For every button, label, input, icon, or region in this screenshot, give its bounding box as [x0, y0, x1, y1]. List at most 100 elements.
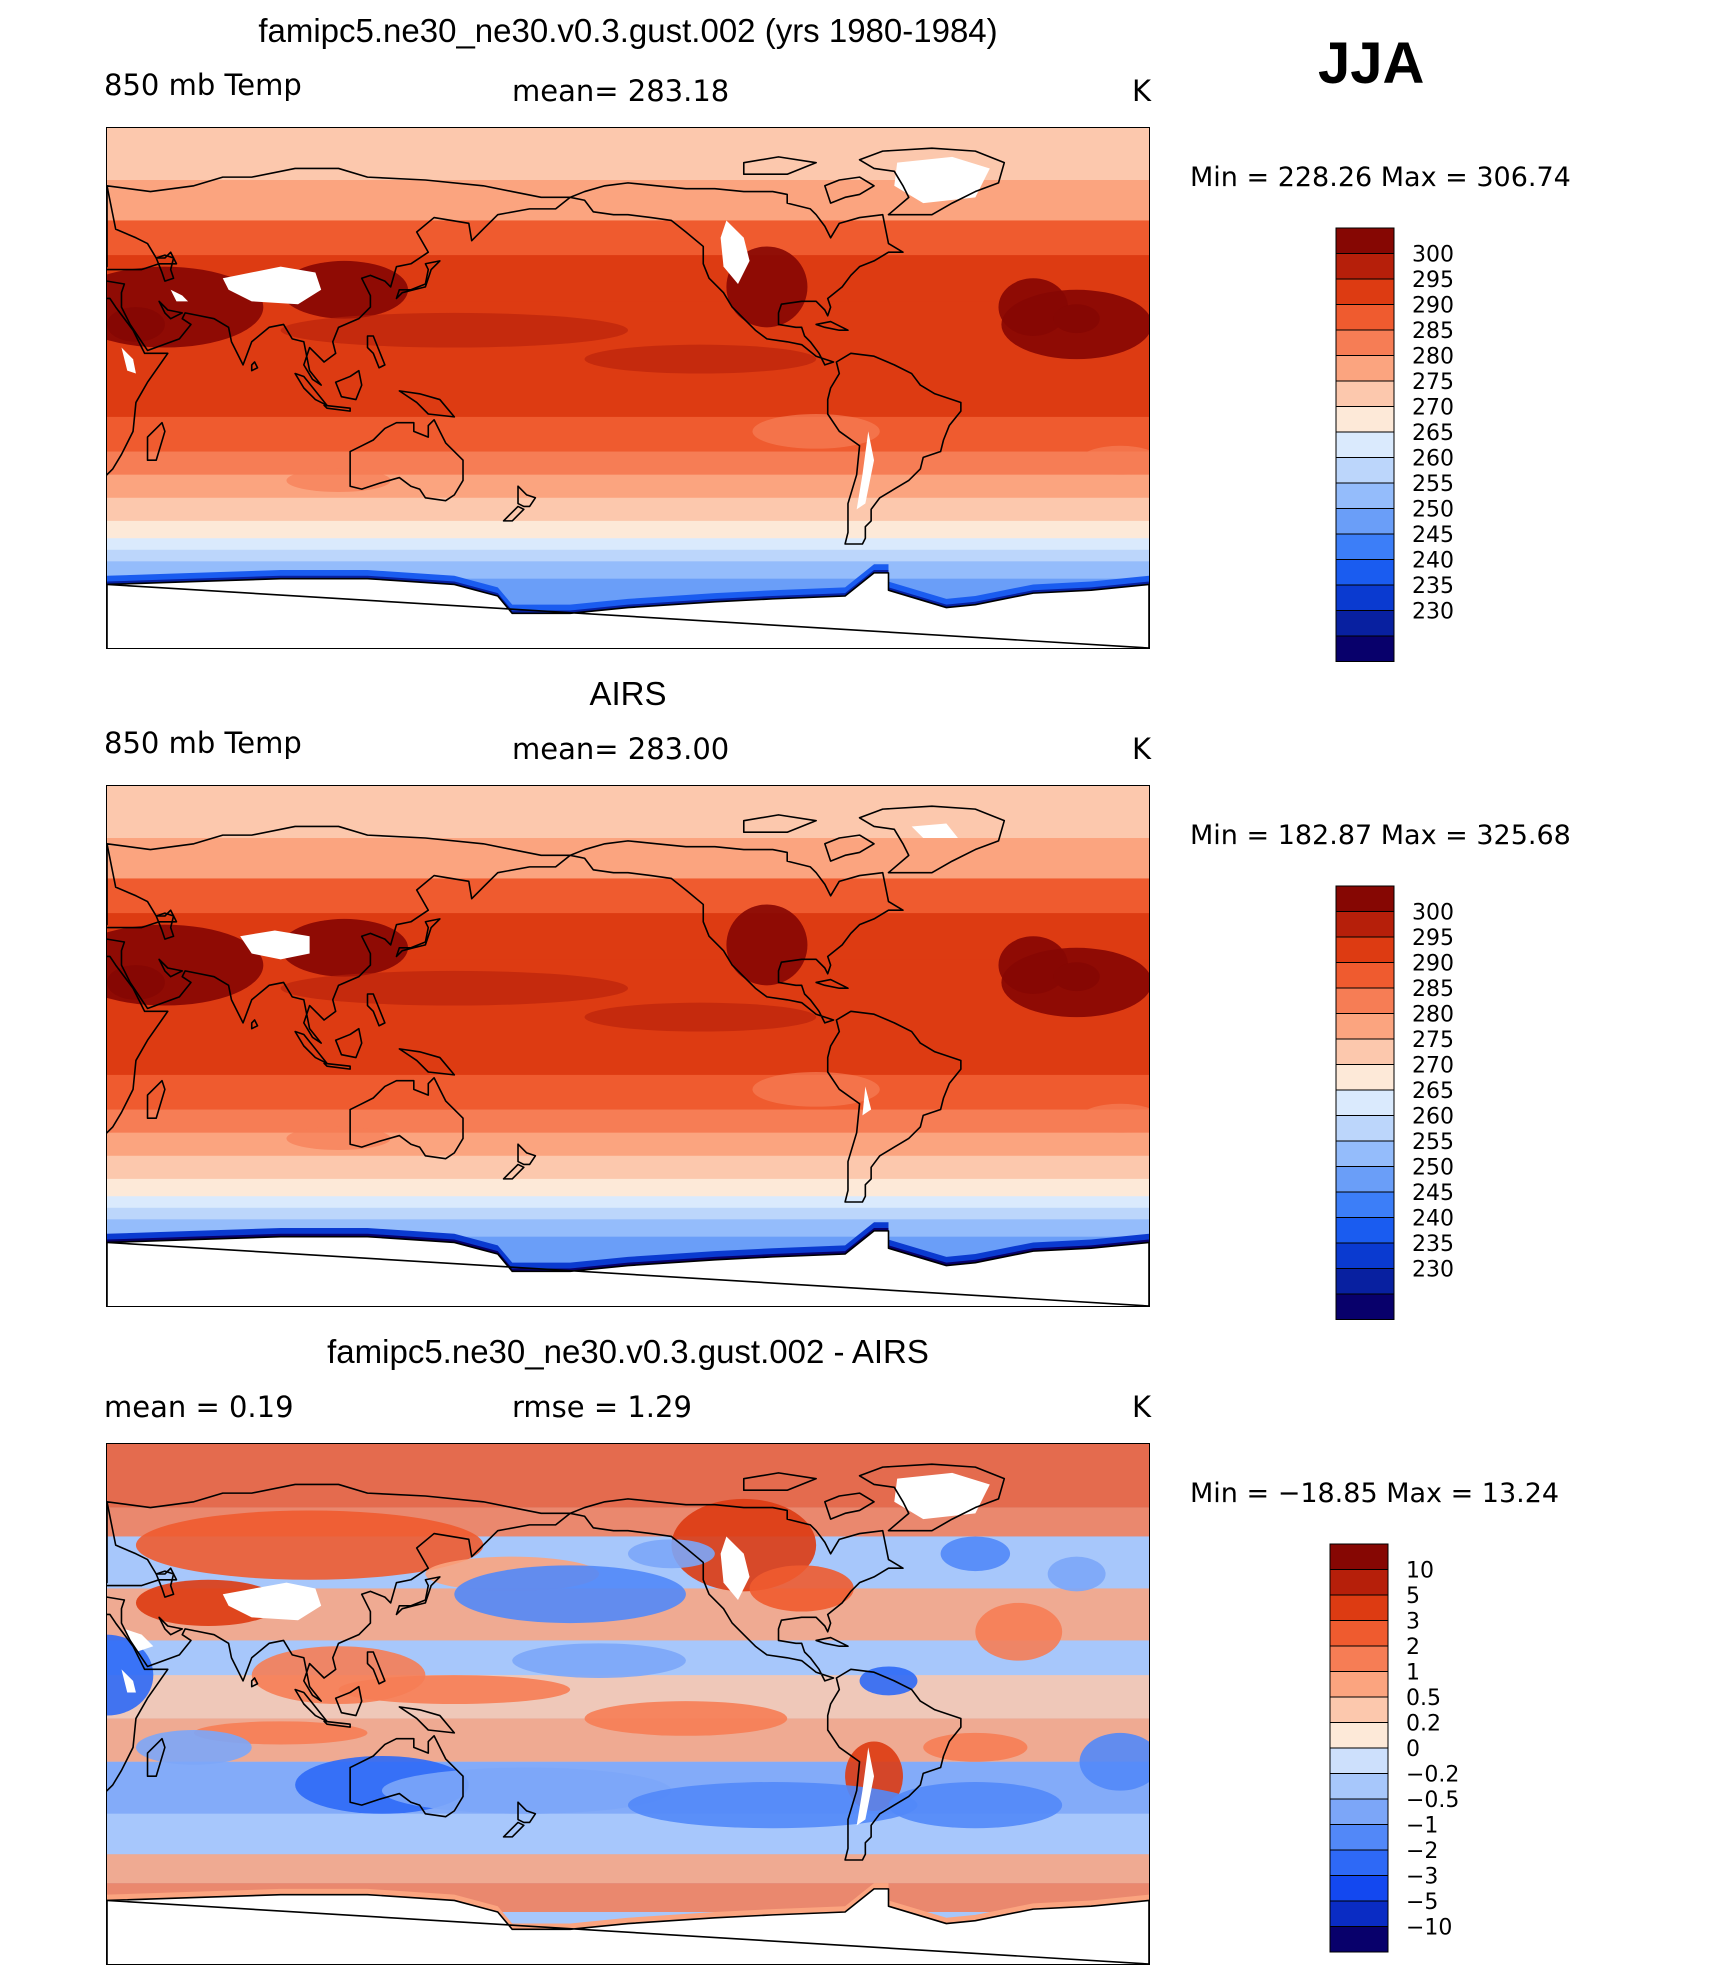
cool-region [752, 1072, 880, 1107]
coastline-newzealand [517, 1143, 537, 1166]
colorbar-box [1335, 1089, 1395, 1116]
coastline-srilanka [250, 1019, 259, 1030]
coastline-baffin [824, 176, 875, 204]
colorbar-tick-label: −10 [1406, 1916, 1452, 1941]
colorbar-tick-label: 230 [1412, 1258, 1454, 1283]
panel-2-coastlines [107, 805, 1149, 1306]
coastline-arabia-gulf [158, 958, 184, 978]
coastline-newzealand-s [502, 505, 525, 522]
cool-region [752, 414, 880, 449]
coastline-borneo [334, 369, 363, 401]
colorbar-box [1329, 1671, 1389, 1698]
coastline-cuba [815, 978, 849, 990]
colorbar-box [1335, 406, 1395, 433]
colorbar-tick-label: 240 [1412, 549, 1454, 574]
antarctica-masked [107, 1888, 1149, 1964]
coastline-newguinea [398, 1048, 456, 1076]
missing-data-mask [856, 431, 875, 510]
negative-anomaly [628, 1782, 918, 1829]
panel-3-map-svg [107, 1444, 1149, 1964]
positive-anomaly [923, 1732, 1028, 1762]
panel-2-map-svg [107, 786, 1149, 1306]
colorbar-box [1329, 1824, 1389, 1851]
coastline-southamerica [826, 1668, 962, 1861]
coastline-southamerica [826, 352, 962, 545]
colorbar-tick-label: 3 [1406, 1610, 1420, 1635]
coastline-caspian [155, 912, 175, 940]
temperature-band [107, 786, 1149, 839]
panel-3-min-max: Min = −18.85 Max = 13.24 [1190, 1478, 1560, 1509]
coastline-srilanka [250, 1677, 259, 1688]
panel-2-units-label: K [1132, 732, 1152, 766]
coastline-greenland [858, 147, 1006, 216]
coastline-southamerica [826, 1010, 962, 1203]
colorbar-tick-label: −5 [1406, 1890, 1438, 1915]
coastline-japan [395, 918, 441, 958]
colorbar-tick-label: 245 [1412, 1181, 1454, 1206]
colorbar-box [1335, 482, 1395, 509]
colorbar-box [1329, 1645, 1389, 1672]
colorbar-tick-label: 255 [1412, 1130, 1454, 1155]
missing-data-mask [856, 1747, 875, 1826]
coastline-madagascar [146, 421, 166, 462]
colorbar-box [1329, 1696, 1389, 1723]
missing-data-mask [911, 823, 958, 838]
colorbar-box [1335, 1064, 1395, 1091]
negative-anomaly [454, 1565, 686, 1624]
colorbar-tick-label: 285 [1412, 977, 1454, 1002]
coastline-asia [107, 167, 571, 386]
colorbar-tick-label: 230 [1412, 600, 1454, 625]
coastline-antarctica [107, 1888, 1149, 1964]
missing-data-mask [170, 289, 189, 302]
panel-1-map [106, 127, 1150, 649]
temperature-band [107, 451, 1149, 476]
coastline-caspian [155, 254, 175, 282]
panel-1-min-max: Min = 228.26 Max = 306.74 [1190, 162, 1571, 193]
coastline-srilanka [250, 361, 259, 372]
colorbar-box [1329, 1773, 1389, 1800]
colorbar-tick-label: 295 [1412, 926, 1454, 951]
colorbar-box [1335, 1217, 1395, 1244]
hot-region [1053, 304, 1100, 334]
colorbar-box [1329, 1926, 1389, 1953]
colorbar-tick-label: 270 [1412, 396, 1454, 421]
panel-1-title: famipc5.ne30_ne30.v0.3.gust.002 (yrs 198… [258, 12, 998, 49]
negative-anomaly [628, 1539, 715, 1569]
colorbar-tick-label: 280 [1412, 345, 1454, 370]
temperature-band [107, 474, 1149, 499]
missing-data-mask [240, 930, 310, 960]
coastline-newzealand [517, 485, 537, 508]
negative-anomaly [888, 1782, 1063, 1829]
warm-region [726, 904, 808, 986]
missing-data-mask [862, 1086, 872, 1116]
difference-band [107, 1854, 1149, 1884]
colorbar-tick-label: 1 [1406, 1661, 1420, 1686]
coastline-newguinea [398, 1706, 456, 1734]
negative-anomaly [940, 1536, 1011, 1572]
coastline-caspian [155, 1570, 175, 1598]
panel-1-colorbar-svg: 3002952902852802752702652602552502452402… [1335, 227, 1454, 662]
temperature-band [107, 1207, 1149, 1220]
panel-1-mean-label: mean= 283.18 [512, 74, 730, 108]
colorbar-tick-label: 300 [1412, 243, 1454, 268]
temperature-band [107, 416, 1149, 453]
coastline-africa [107, 297, 169, 476]
colorbar-tick-label: 250 [1412, 1156, 1454, 1181]
colorbar-box [1335, 987, 1395, 1014]
panel-2-colorbar-svg: 3002952902852802752702652602552502452402… [1335, 885, 1454, 1320]
colorbar-tick-label: 0 [1406, 1737, 1420, 1762]
colorbar-box [1335, 227, 1395, 254]
missing-data-mask [894, 1472, 990, 1520]
coastline-australia [349, 1734, 464, 1818]
panel-3-difference-field [107, 1444, 1149, 1964]
coastline-arctic-is [742, 156, 817, 176]
panel-2-map [106, 785, 1150, 1307]
coastline-northamerica [569, 1498, 904, 1682]
antarctica-masked [107, 1230, 1149, 1306]
colorbar-tick-label: 275 [1412, 370, 1454, 395]
colorbar-box [1335, 1013, 1395, 1040]
colorbar-box [1335, 278, 1395, 305]
coastline-java [323, 404, 351, 412]
coastline-philippines [366, 993, 386, 1027]
negative-anomaly [512, 1643, 686, 1678]
